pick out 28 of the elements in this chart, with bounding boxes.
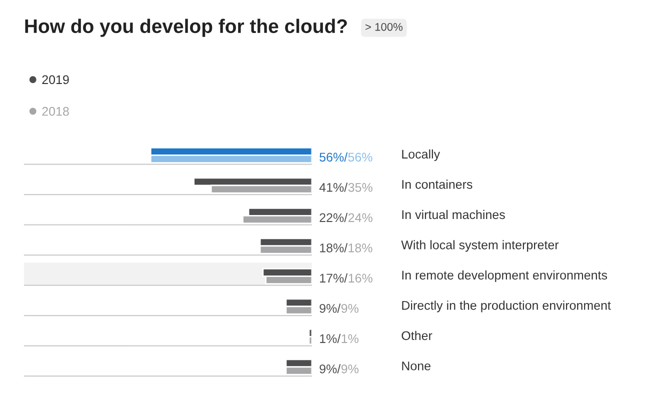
y-tick-label: In remote development environments — [402, 270, 608, 282]
data-label: 41%/ — [319, 182, 348, 192]
data-label: 24% — [348, 213, 372, 222]
y-tick-label: With local system interpreter — [401, 240, 559, 252]
chart-title: How do you develop for the cloud? — [25, 18, 347, 37]
data-label: 9%/ — [320, 304, 341, 313]
y-tick-label: In containers — [402, 180, 472, 189]
data-label: 22%/ — [320, 212, 348, 222]
data-label: 9% — [341, 304, 358, 313]
data-label: 9%/ — [320, 364, 341, 374]
data-label: 16% — [348, 274, 372, 283]
data-label: 35% — [348, 182, 372, 192]
data-label: 9% — [341, 364, 358, 374]
legend-label: 2018 — [42, 106, 69, 116]
legend-label: 2019 — [42, 75, 69, 84]
data-label: 1%/ — [320, 334, 341, 344]
text: > 100% — [365, 22, 403, 31]
data-label: 56%/ — [320, 152, 348, 162]
y-tick-label: Other — [402, 330, 432, 340]
data-label: 18% — [348, 243, 372, 252]
data-label: 56% — [348, 152, 372, 162]
y-tick-label: Locally — [402, 149, 440, 162]
y-tick-label: In virtual machines — [402, 210, 505, 220]
data-label: 17%/ — [320, 273, 348, 283]
y-tick-label: None — [402, 362, 430, 370]
data-label: 18%/ — [320, 243, 348, 252]
data-label: 1% — [342, 334, 358, 344]
y-tick-label: Directly in the production environment — [402, 300, 611, 312]
